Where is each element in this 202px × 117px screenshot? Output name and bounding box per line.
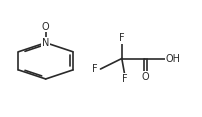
Text: O: O bbox=[42, 22, 49, 32]
Text: N: N bbox=[42, 38, 49, 48]
Text: F: F bbox=[118, 33, 124, 43]
Text: F: F bbox=[92, 64, 97, 74]
Text: O: O bbox=[141, 72, 148, 82]
Text: OH: OH bbox=[164, 53, 179, 64]
Text: F: F bbox=[121, 74, 127, 84]
